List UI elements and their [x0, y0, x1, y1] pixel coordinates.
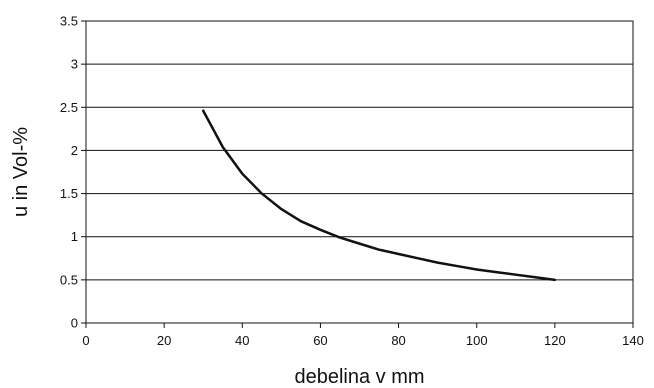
x-tick-label: 40	[235, 333, 249, 348]
y-tick-label: 0.5	[60, 272, 78, 287]
grid-lines	[86, 63, 633, 281]
x-tick-label: 140	[622, 333, 644, 348]
plot-area	[85, 20, 634, 324]
x-tick-label: 120	[544, 333, 566, 348]
y-tick-label: 3.5	[60, 14, 78, 29]
x-tick-label: 0	[82, 333, 89, 348]
y-tick-label: 1	[71, 229, 78, 244]
series-line	[201, 109, 557, 282]
axis-ticks: 0 0.5 1 1.5 2 2.5 3 3.5 0 20 40 60 80 100 120 140	[60, 14, 644, 349]
x-tick-label: 80	[391, 333, 405, 348]
x-axis-label: debelina v mm	[294, 366, 424, 388]
y-tick-label: 0	[71, 316, 78, 331]
x-tick-label: 100	[466, 333, 488, 348]
y-tick-label: 2.5	[60, 100, 78, 115]
y-axis-label: u in Vol-%	[10, 127, 32, 217]
y-tick-label: 1.5	[60, 186, 78, 201]
x-tick-label: 60	[313, 333, 327, 348]
y-tick-label: 3	[71, 57, 78, 72]
x-tick-label: 20	[157, 333, 171, 348]
y-tick-label: 2	[71, 143, 78, 158]
data-series	[201, 109, 557, 282]
